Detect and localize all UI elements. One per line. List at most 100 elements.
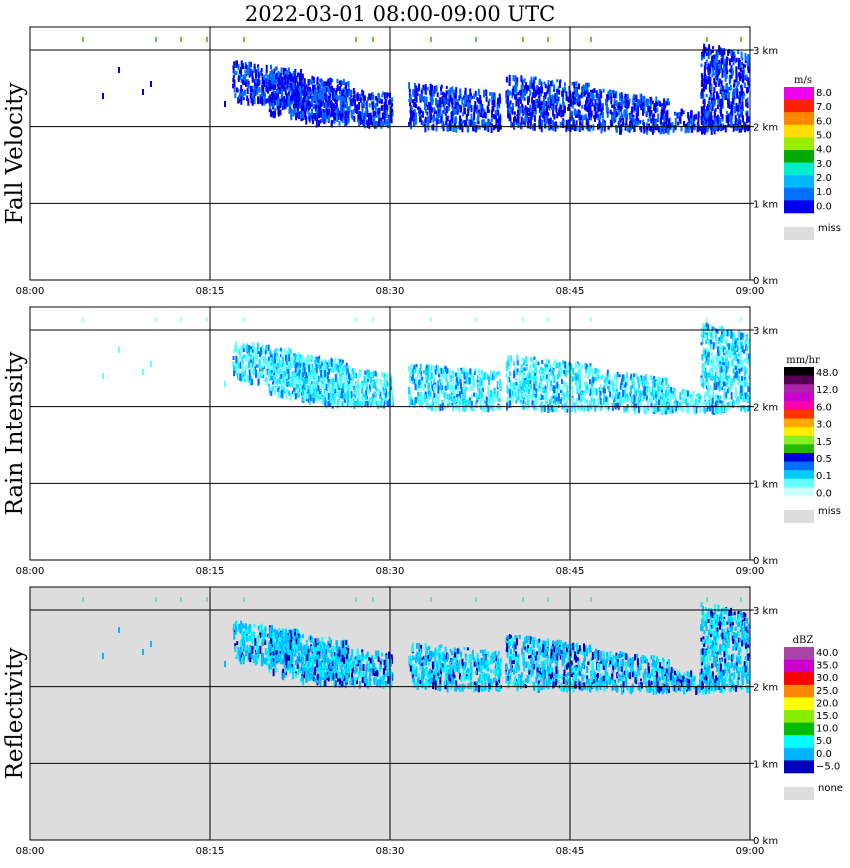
echo-cell bbox=[705, 93, 708, 98]
echo-cell bbox=[564, 405, 566, 413]
echo-cell bbox=[579, 369, 582, 376]
echo-cell bbox=[488, 98, 491, 102]
echo-cell bbox=[304, 85, 307, 91]
echo-cell bbox=[277, 347, 280, 352]
echo-cell bbox=[506, 389, 508, 393]
legend-label: 1.0 bbox=[816, 187, 832, 198]
echo-cell bbox=[435, 85, 438, 92]
echo-cell bbox=[355, 383, 358, 389]
echo-cell bbox=[325, 81, 327, 86]
echo-cell bbox=[338, 394, 341, 402]
echo-cell bbox=[548, 119, 551, 126]
echo-cell bbox=[746, 86, 748, 94]
echo-cell bbox=[734, 105, 736, 114]
echo-cell bbox=[418, 379, 421, 386]
echo-cell bbox=[728, 92, 731, 97]
echo-cell bbox=[533, 375, 536, 384]
echo-cell bbox=[519, 370, 521, 377]
echo-cell bbox=[455, 385, 457, 390]
echo-cell bbox=[634, 103, 637, 110]
echo-cell bbox=[576, 114, 579, 118]
echo-cell bbox=[474, 90, 477, 97]
echo-cell bbox=[463, 109, 466, 114]
echo-cell bbox=[554, 125, 557, 132]
echo-cell bbox=[348, 379, 351, 385]
echo-cell bbox=[461, 97, 464, 105]
echo-cell bbox=[530, 112, 533, 121]
echo-cell bbox=[581, 88, 584, 96]
echo-cell bbox=[469, 119, 472, 126]
echo-cell bbox=[446, 115, 449, 122]
echo-cell bbox=[438, 100, 441, 107]
echo-cell bbox=[293, 378, 296, 385]
echo-cell bbox=[510, 106, 512, 113]
echo-cell bbox=[716, 119, 719, 125]
echo-cell bbox=[570, 110, 573, 116]
echo-cell bbox=[435, 365, 438, 372]
echo-cell bbox=[341, 368, 344, 376]
echo-cell bbox=[409, 400, 412, 405]
echo-cell bbox=[343, 374, 346, 381]
echo-cell bbox=[305, 91, 308, 96]
echo-cell bbox=[658, 407, 660, 412]
echo-cell bbox=[260, 68, 263, 72]
echo-cell bbox=[490, 109, 493, 117]
echo-cell bbox=[464, 97, 467, 105]
echo-cell bbox=[335, 102, 338, 110]
echo-cell bbox=[259, 347, 262, 352]
echo-cell bbox=[540, 405, 543, 413]
echo-cell bbox=[354, 94, 357, 99]
echo-cell bbox=[357, 379, 359, 384]
echo-cell bbox=[311, 109, 313, 116]
echo-cell bbox=[606, 104, 608, 110]
echo-cell bbox=[505, 373, 508, 379]
echo-cell bbox=[240, 60, 243, 68]
echo-cell bbox=[593, 88, 596, 93]
echo-cell bbox=[238, 353, 241, 358]
echo-cell bbox=[556, 389, 558, 397]
echo-cell bbox=[597, 114, 600, 120]
echo-cell bbox=[293, 75, 296, 83]
echo-cell bbox=[744, 64, 746, 68]
echo-cell bbox=[258, 358, 261, 365]
echo-cell bbox=[437, 111, 440, 115]
echo-cell bbox=[542, 387, 545, 394]
echo-cell bbox=[297, 365, 300, 371]
echo-cell bbox=[438, 105, 441, 111]
echo-cell bbox=[263, 99, 266, 106]
echo-cell bbox=[495, 371, 498, 377]
echo-cell bbox=[514, 94, 517, 100]
echo-cell bbox=[719, 108, 722, 114]
legend-swatch bbox=[784, 124, 814, 138]
echo-cell bbox=[362, 394, 365, 399]
echo-cell bbox=[571, 376, 574, 383]
echo-cell bbox=[314, 95, 317, 102]
echo-cell bbox=[384, 98, 387, 104]
echo-cell bbox=[280, 374, 283, 379]
echo-cell bbox=[275, 371, 278, 377]
echo-cell bbox=[742, 69, 745, 75]
echo-cell bbox=[480, 369, 483, 375]
echo-cell bbox=[310, 364, 312, 371]
echo-cell bbox=[640, 127, 643, 133]
echo-cell bbox=[659, 127, 662, 135]
echo-cell bbox=[419, 363, 422, 371]
echo-cell bbox=[521, 385, 524, 391]
echo-cell bbox=[288, 108, 291, 114]
echo-cell bbox=[263, 358, 266, 367]
echo-cell bbox=[246, 353, 249, 357]
echo-cell bbox=[280, 77, 283, 81]
echo-cell bbox=[312, 89, 315, 94]
echo-cell bbox=[278, 359, 281, 366]
echo-cell bbox=[545, 391, 548, 398]
echo-cell bbox=[611, 104, 614, 108]
echo-cell bbox=[280, 362, 283, 366]
echo-cell bbox=[733, 88, 736, 96]
echo-cell bbox=[552, 102, 555, 111]
echo-cell bbox=[359, 121, 362, 126]
echo-cell bbox=[455, 377, 458, 385]
echo-cell bbox=[483, 372, 486, 380]
echo-cell bbox=[268, 95, 271, 103]
echo-cell bbox=[742, 107, 744, 111]
echo-speck bbox=[547, 37, 549, 42]
